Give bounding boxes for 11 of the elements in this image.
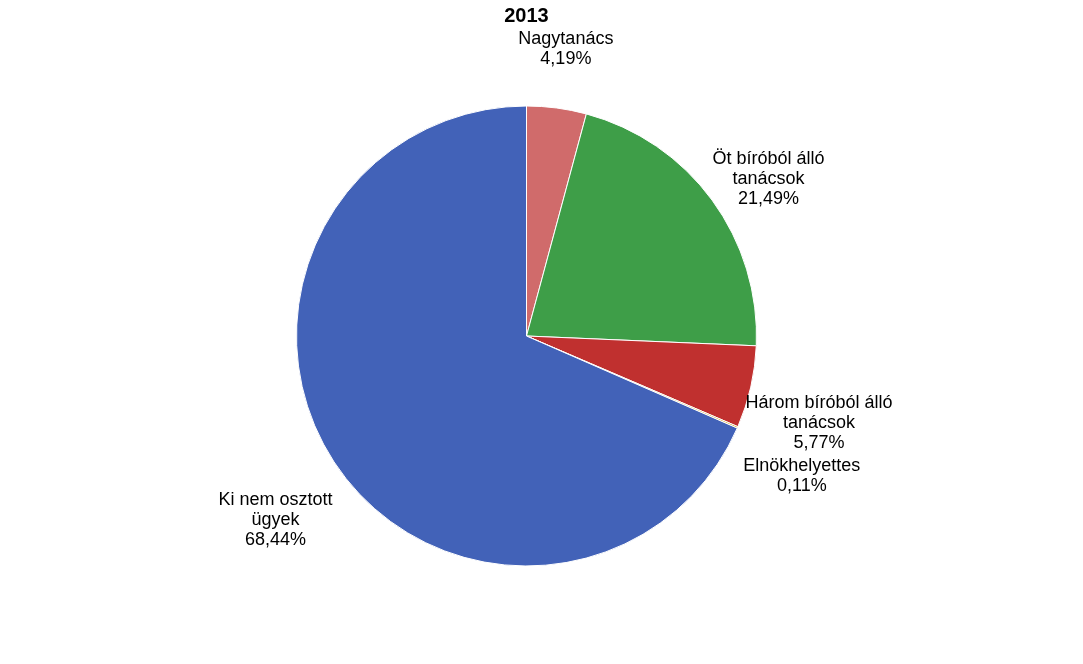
slice-label: Öt bíróból álló tanácsok	[712, 147, 825, 188]
slice-label: Nagytanács	[518, 27, 614, 48]
data-label: 68,44%	[244, 529, 306, 550]
data-label: 21,49%	[737, 187, 800, 208]
data-label: 5,77%	[793, 431, 845, 452]
data-label: 4,19%	[540, 47, 592, 68]
slice-label: Elnökhelyettes	[743, 454, 861, 475]
chart-title: 2013	[504, 3, 549, 26]
slice-label: Három bíróból álló tanácsok	[745, 391, 893, 432]
data-label: 0,11%	[776, 474, 827, 495]
slice-label: Ki nem osztott ügyek	[218, 489, 333, 530]
